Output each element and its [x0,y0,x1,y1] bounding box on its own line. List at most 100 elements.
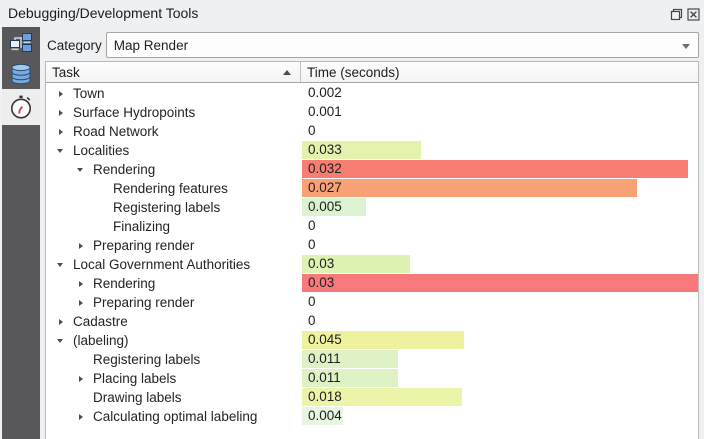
tree-expand-right-icon[interactable] [57,110,73,116]
tree-expand-right-icon[interactable] [77,243,93,249]
table-row[interactable]: Preparing render 0 [46,236,698,255]
table-row[interactable]: Road Network 0 [46,122,698,141]
category-label: Category [47,37,102,53]
tab-network-logger[interactable] [2,27,40,58]
task-label: Localities [73,143,130,158]
table-row[interactable]: Rendering 0.03 [46,274,698,293]
table-row[interactable]: Town 0.002 [46,84,698,103]
time-cell: 0 [302,122,698,141]
time-cell: 0.033 [302,141,698,160]
time-value: 0 [308,237,316,252]
time-bar [302,350,398,368]
tree-expand-down-icon[interactable] [57,149,73,153]
time-value: 0.033 [308,142,342,157]
time-cell: 0.011 [302,369,698,388]
time-value: 0 [308,294,316,309]
time-value: 0.011 [308,370,341,385]
time-cell: 0.011 [302,350,698,369]
task-tree: Town 0.002 Surface Hydropoints 0.001 Road Ne… [46,84,698,439]
task-cell: Rendering [46,274,302,293]
tab-profiler[interactable] [2,89,40,125]
table-row[interactable]: Local Government Authorities 0.03 [46,255,698,274]
tree-expand-right-icon[interactable] [77,300,93,306]
tree-expand-right-icon[interactable] [77,376,93,382]
task-cell: Rendering features [46,179,302,198]
tree-expand-down-icon[interactable] [57,339,73,343]
tree-expand-down-icon[interactable] [77,168,93,172]
task-cell: Rendering [46,160,302,179]
tree-expand-right-icon[interactable] [57,91,73,97]
time-value: 0.004 [308,408,342,423]
task-label: Cadastre [73,314,128,329]
time-bar [302,388,462,406]
task-label: Rendering [93,162,156,177]
column-header-task[interactable]: Task [46,62,301,82]
table-row[interactable]: Rendering 0.032 [46,160,698,179]
table-row[interactable]: Preparing render 0 [46,293,698,312]
table-row[interactable]: Rendering features 0.027 [46,179,698,198]
tree-expand-right-icon[interactable] [77,281,93,287]
table-row[interactable]: Registering labels 0.005 [46,198,698,217]
database-icon [11,63,31,84]
profiler-table: Task Time (seconds) Town 0.002 Surface Hyd… [45,61,699,439]
table-row[interactable]: Calculating optimal labeling 0.004 [46,407,698,426]
task-cell: Town [46,84,302,103]
task-label: Preparing render [93,295,195,310]
column-header-time[interactable]: Time (seconds) [301,62,698,82]
tree-expand-down-icon[interactable] [57,263,73,267]
table-row[interactable]: Cadastre 0 [46,312,698,331]
time-bar [302,141,421,159]
tab-query-logger[interactable] [2,58,40,89]
panel-title: Debugging/Development Tools [8,5,199,21]
table-row[interactable]: Registering labels 0.011 [46,350,698,369]
table-header: Task Time (seconds) [46,62,698,83]
time-value: 0.03 [308,275,335,290]
task-cell: Local Government Authorities [46,255,302,274]
profiler-content: Category Map Render Task Time (seconds) … [41,27,704,439]
titlebar: Debugging/Development Tools [0,0,704,27]
stopwatch-icon [11,95,31,119]
time-bar [302,331,464,349]
time-cell: 0.001 [302,103,698,122]
table-row[interactable]: Surface Hydropoints 0.001 [46,103,698,122]
task-cell: Registering labels [46,350,302,369]
task-cell: Registering labels [46,198,302,217]
table-row[interactable]: Placing labels 0.011 [46,369,698,388]
table-row[interactable]: (labeling) 0.045 [46,331,698,350]
task-label: Drawing labels [93,390,182,405]
task-label: Registering labels [93,352,201,367]
time-bar [302,179,637,197]
time-value: 0.018 [308,389,342,404]
time-bar [302,274,698,292]
time-cell: 0.027 [302,179,698,198]
tree-expand-right-icon[interactable] [57,319,73,325]
close-icon [686,7,700,21]
time-value: 0.005 [308,199,342,214]
table-row[interactable]: Drawing labels 0.018 [46,388,698,407]
time-value: 0.011 [308,351,341,366]
time-value: 0.045 [308,332,342,347]
devtools-tab-strip [2,27,40,439]
table-row[interactable]: Finalizing 0 [46,217,698,236]
close-button[interactable] [686,7,700,21]
task-cell: Drawing labels [46,388,302,407]
category-select[interactable]: Map Render [105,32,699,58]
time-value: 0.001 [308,104,342,119]
time-value: 0.032 [308,161,342,176]
time-bar [302,160,688,178]
table-row[interactable]: Localities 0.033 [46,141,698,160]
time-cell: 0 [302,236,698,255]
tree-expand-right-icon[interactable] [77,414,93,420]
time-cell: 0 [302,312,698,331]
task-label: (labeling) [73,333,129,348]
time-cell: 0.005 [302,198,698,217]
task-label: Road Network [73,124,159,139]
time-cell: 0 [302,217,698,236]
task-cell: Finalizing [46,217,302,236]
time-cell: 0.018 [302,388,698,407]
time-value: 0 [308,123,316,138]
task-cell: Calculating optimal labeling [46,407,302,426]
time-cell: 0.002 [302,84,698,103]
tree-expand-right-icon[interactable] [57,129,73,135]
float-button[interactable] [669,7,683,21]
